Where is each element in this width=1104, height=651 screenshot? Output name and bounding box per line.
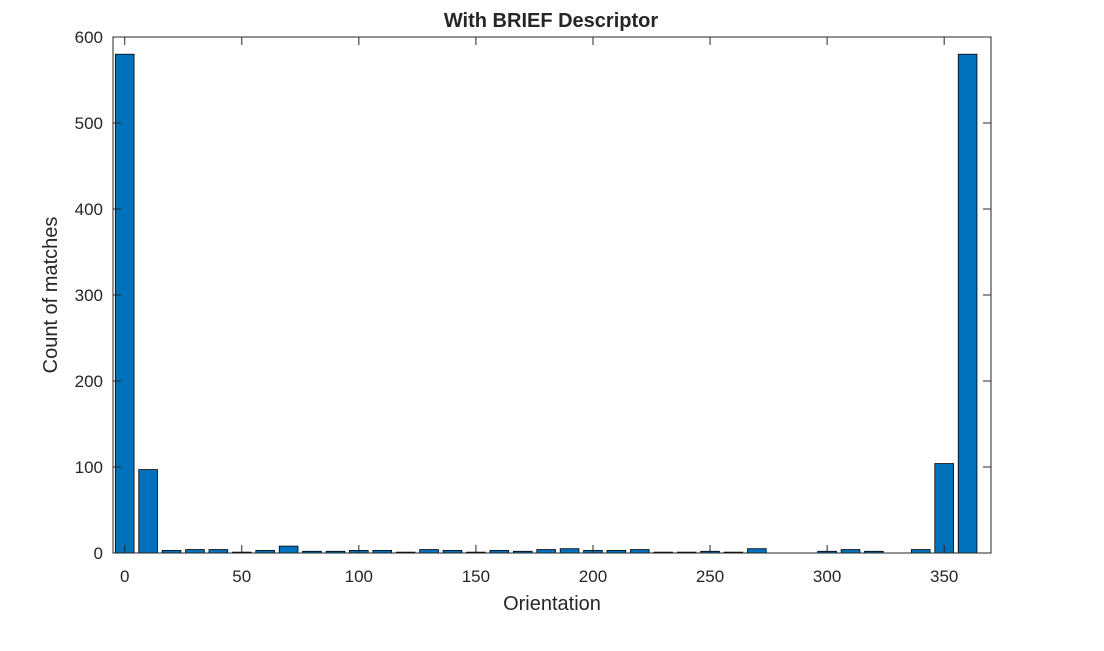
x-tick-label: 300: [813, 567, 841, 586]
y-tick-label: 600: [75, 28, 103, 47]
bar: [559, 548, 580, 554]
x-tick-label: 0: [120, 567, 129, 586]
x-axis-label: Orientation: [503, 593, 601, 615]
y-tick-label: 100: [75, 458, 103, 477]
x-tick-label: 50: [232, 567, 251, 586]
chart-title: With BRIEF Descriptor: [444, 10, 658, 32]
y-tick-label: 0: [94, 544, 103, 563]
y-tick-label: 200: [75, 372, 103, 391]
x-axis: 0 50 100 150 200 250 300 350: [120, 37, 958, 586]
x-tick-label: 200: [579, 567, 607, 586]
bar: [747, 548, 767, 554]
bar: [840, 549, 861, 554]
y-tick-label: 500: [75, 114, 103, 133]
y-axis: 0 100 200 300 400 500 600: [75, 28, 991, 563]
bar: [114, 53, 135, 554]
x-tick-label: 250: [696, 567, 724, 586]
x-tick-label: 150: [462, 567, 490, 586]
x-tick-label: 100: [345, 567, 373, 586]
bar: [957, 53, 978, 554]
y-tick-label: 300: [75, 286, 103, 305]
bar: [208, 549, 229, 554]
bar: [185, 549, 205, 554]
bar: [138, 469, 158, 554]
bar: [278, 545, 299, 554]
bar: [934, 463, 954, 554]
plot-area: [113, 37, 991, 553]
y-axis-label: Count of matches: [40, 217, 62, 374]
bar: [910, 549, 931, 554]
bar: [536, 549, 556, 554]
bar: [630, 549, 650, 554]
x-tick-label: 350: [930, 567, 958, 586]
bar: [419, 549, 439, 554]
y-tick-label: 400: [75, 200, 103, 219]
